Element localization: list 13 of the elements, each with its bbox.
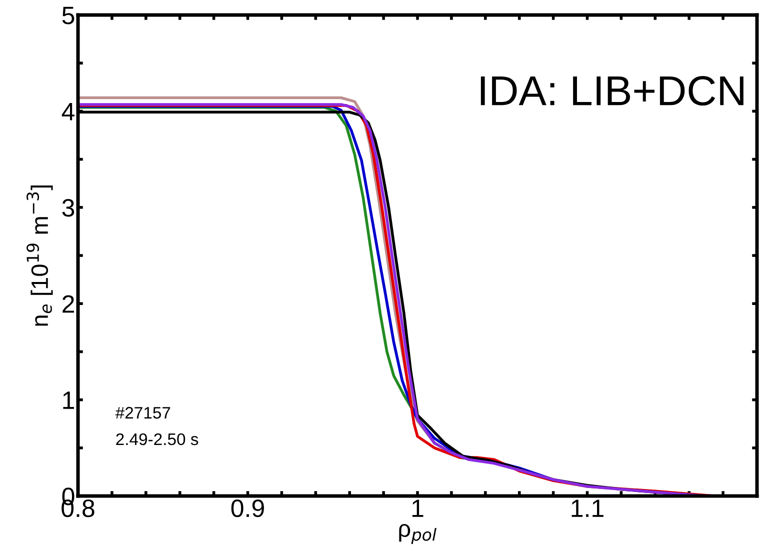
annotation: #27157 xyxy=(115,406,170,419)
y-axis-title: n$_{e}$ [10$^{19}$ m$^{−3}$] xyxy=(26,185,53,326)
annotation: IDA: LIB+DCN xyxy=(480,76,744,106)
annotation: 2.49-2.50 s xyxy=(116,433,198,446)
x-tick-label: 1.1 xyxy=(572,500,604,517)
y-tick-label: 3 xyxy=(62,199,74,217)
y-tick-label: 1 xyxy=(63,392,74,409)
y-tick-label: 4 xyxy=(62,103,74,120)
y-tick-label: 5 xyxy=(62,6,74,24)
x-tick-label: 0.9 xyxy=(231,499,264,518)
x-axis-title: ρ$_{pol}$ xyxy=(399,524,436,544)
x-tick-label: 1 xyxy=(412,500,424,517)
y-tick-label: 2 xyxy=(62,295,74,313)
